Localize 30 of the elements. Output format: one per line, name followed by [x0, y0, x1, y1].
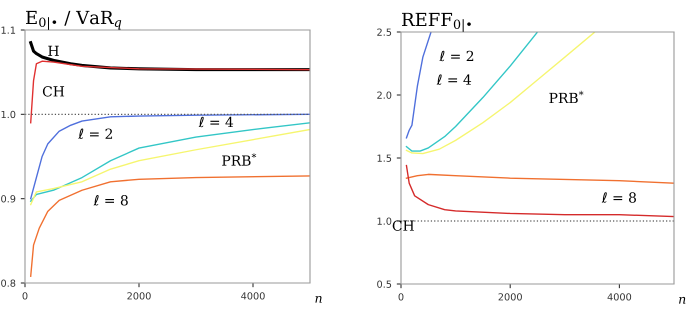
y-tick-label: 1.0	[378, 217, 392, 225]
chart-title: E$_{0|•}$ / VaR$_{q}$	[26, 10, 122, 30]
x-axis-title: n	[679, 296, 686, 304]
y-tick-label: 2.5	[377, 28, 392, 36]
series-label: ℓ = 8	[602, 192, 636, 203]
x-tick-label: 0	[22, 292, 28, 300]
x-tick-label: 4000	[241, 292, 265, 300]
y-tick-label: 1.1	[2, 26, 16, 34]
series-label: ℓ = 2	[78, 128, 112, 139]
y-tick-label: 1.0	[2, 110, 16, 118]
series-label: CH	[42, 86, 64, 97]
x-axis-title: n	[315, 296, 322, 303]
y-tick-label: 1.5	[378, 154, 392, 162]
x-tick-label: 4000	[608, 293, 632, 301]
series-label: PRB$^{*}$	[222, 153, 256, 166]
series-label: ℓ = 8	[94, 195, 128, 206]
series-label: ℓ = 4	[436, 74, 472, 85]
y-tick-label: 0.8	[1, 279, 16, 287]
series-label: ℓ = 2	[439, 50, 474, 62]
x-tick-label: 0	[398, 293, 404, 301]
x-tick-label: 2000	[498, 293, 522, 301]
series-label: CH	[392, 220, 414, 231]
series-label: ℓ = 4	[198, 116, 234, 128]
series-label: H	[48, 46, 59, 56]
y-tick-label: 2.0	[377, 91, 392, 99]
series-label: PRB$^{*}$	[549, 90, 584, 104]
y-tick-label: 0.5	[377, 280, 392, 288]
chart-title: REFF$_{0|•}$	[402, 12, 471, 32]
x-tick-label: 2000	[127, 292, 151, 300]
y-tick-label: 0.9	[1, 195, 16, 202]
